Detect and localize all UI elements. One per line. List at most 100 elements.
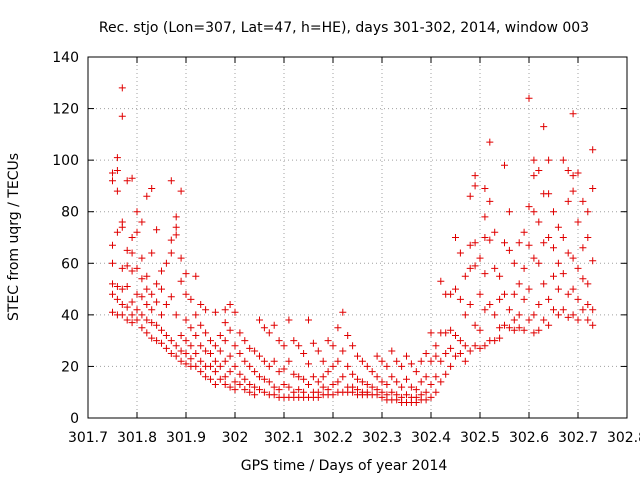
data-point (363, 381, 371, 388)
x-tick-label: 301.7 (68, 430, 108, 446)
data-point (501, 161, 508, 169)
data-point (211, 368, 219, 376)
data-point (109, 177, 116, 185)
data-point (158, 326, 165, 334)
data-point (422, 373, 430, 381)
y-tick-label: 80 (61, 205, 79, 221)
data-point (148, 334, 156, 342)
data-point (162, 259, 170, 267)
x-tick-label: 302.6 (509, 430, 549, 446)
data-point (393, 378, 401, 386)
data-point (329, 342, 337, 350)
data-point (197, 357, 205, 365)
data-point (559, 306, 567, 314)
data-point (481, 234, 489, 241)
data-point (383, 362, 391, 370)
data-point (123, 283, 131, 290)
data-point (388, 373, 396, 381)
data-point (270, 357, 278, 365)
data-point (192, 350, 200, 357)
data-point (158, 339, 165, 347)
data-point (172, 352, 180, 360)
data-point (510, 326, 518, 334)
data-point (520, 228, 528, 236)
data-point (138, 324, 146, 332)
data-point (216, 332, 224, 339)
data-point (109, 308, 116, 316)
data-point (368, 368, 376, 376)
data-point (530, 156, 538, 164)
data-point (339, 308, 347, 316)
data-point (182, 316, 190, 324)
data-point (579, 244, 587, 252)
data-point (525, 203, 533, 211)
data-point (505, 246, 513, 254)
data-point (123, 316, 131, 324)
data-point (143, 301, 151, 308)
data-point (452, 234, 459, 241)
data-point (123, 177, 131, 185)
data-point (270, 391, 278, 399)
data-point (530, 254, 538, 262)
data-point (530, 208, 538, 216)
data-point (515, 311, 523, 319)
data-point (422, 350, 430, 357)
data-point (569, 172, 577, 180)
data-point (344, 362, 352, 370)
data-point (383, 381, 391, 388)
data-point (437, 357, 445, 365)
y-tick-label: 20 (61, 359, 79, 375)
data-point (133, 306, 141, 314)
data-point (476, 344, 484, 352)
data-point (172, 213, 180, 221)
data-point (172, 231, 180, 239)
data-point (545, 190, 553, 198)
data-point (314, 378, 322, 386)
data-point (221, 306, 229, 314)
data-point (354, 352, 361, 360)
data-point (182, 337, 190, 345)
data-point (221, 337, 229, 345)
data-point (393, 357, 401, 365)
data-point (334, 357, 342, 365)
data-point (540, 239, 548, 247)
data-point (447, 326, 455, 334)
chart-title: Rec. stjo (Lon=307, Lat=47, h=HE), days … (99, 20, 589, 36)
data-point (295, 342, 303, 350)
data-point (505, 208, 513, 216)
data-point (290, 370, 298, 378)
data-point (109, 259, 116, 267)
data-point (329, 381, 337, 388)
data-point (187, 342, 195, 350)
data-point (589, 321, 597, 329)
data-point (260, 357, 268, 365)
data-point (265, 329, 273, 337)
data-point (466, 347, 474, 355)
data-point (530, 172, 538, 180)
data-point (128, 249, 136, 257)
data-point (471, 239, 479, 247)
data-point (275, 386, 283, 394)
data-point (358, 378, 366, 386)
data-point (530, 329, 538, 337)
data-point (153, 298, 161, 306)
data-point (324, 337, 332, 345)
data-point (153, 321, 161, 329)
data-point (231, 342, 239, 350)
x-tick-label: 302.8 (607, 430, 640, 446)
data-point (162, 344, 170, 352)
data-point (579, 306, 587, 314)
data-point (407, 383, 415, 391)
data-point (162, 301, 170, 308)
data-point (496, 272, 504, 280)
data-point (515, 239, 523, 247)
x-tick-labels: 301.7 301.8 301.9 302 302.1 302.2 302.3 302.4 30… (68, 430, 640, 446)
x-tick-label: 301.9 (166, 430, 206, 446)
data-point (197, 321, 205, 329)
data-point (466, 192, 474, 200)
data-point (496, 295, 504, 303)
data-point (329, 362, 337, 370)
data-point (584, 234, 592, 241)
data-point (564, 249, 572, 257)
